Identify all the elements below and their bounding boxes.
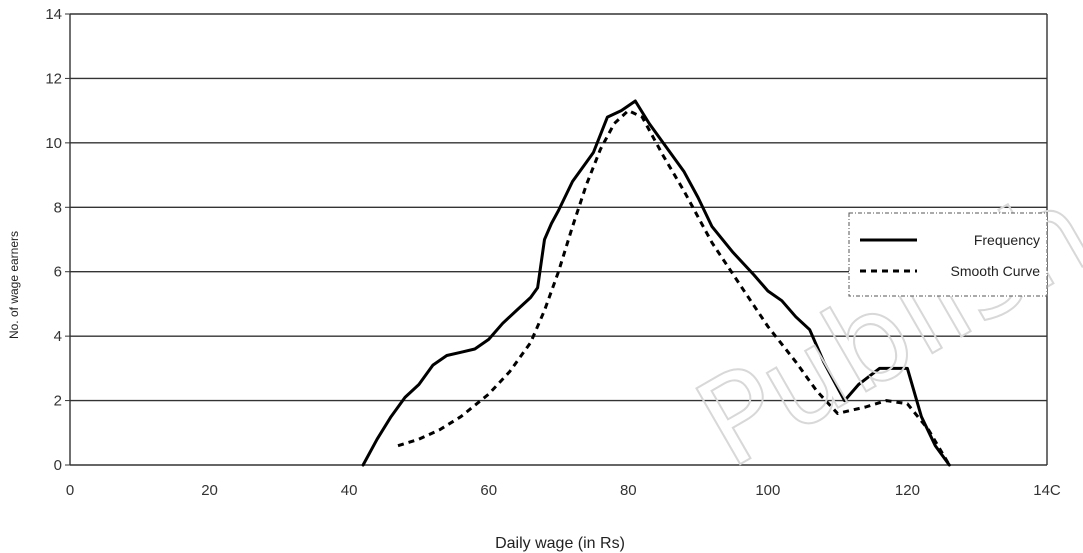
x-tick-labels: 0 20 40 60 80 100 120 14C — [66, 482, 1061, 499]
y-axis-label: No. of wage earners — [7, 231, 21, 339]
x-tick-label: 20 — [201, 482, 218, 499]
x-tick-label: 80 — [620, 482, 637, 499]
legend-box — [848, 212, 1048, 297]
x-tick-label: 40 — [341, 482, 358, 499]
legend: Frequency Smooth Curve — [848, 212, 1048, 297]
y-tick-label: 10 — [45, 135, 62, 152]
x-tick-label: 100 — [755, 482, 780, 499]
y-tick-label: 2 — [54, 393, 62, 410]
x-tick-label: 120 — [895, 482, 920, 499]
y-tick-label: 4 — [54, 328, 62, 345]
x-tick-label: 60 — [480, 482, 497, 499]
legend-label-frequency: Frequency — [974, 232, 1040, 248]
legend-label-smooth-curve: Smooth Curve — [951, 263, 1041, 279]
series-line-frequency — [361, 99, 951, 467]
y-tick-label: 8 — [54, 199, 62, 216]
x-tick-label: 14C — [1033, 482, 1061, 499]
y-tick-labels: 0 2 4 6 8 10 12 14 — [45, 6, 62, 474]
y-tick-label: 12 — [45, 70, 62, 87]
y-tick-label: 6 — [54, 264, 62, 281]
x-axis-label: Daily wage (in Rs) — [495, 535, 625, 552]
y-tick-label: 14 — [45, 6, 62, 23]
y-tick-label: 0 — [54, 457, 62, 474]
series-line-smooth-curve — [397, 109, 951, 466]
x-tick-label: 0 — [66, 482, 74, 499]
series-group — [361, 99, 951, 467]
